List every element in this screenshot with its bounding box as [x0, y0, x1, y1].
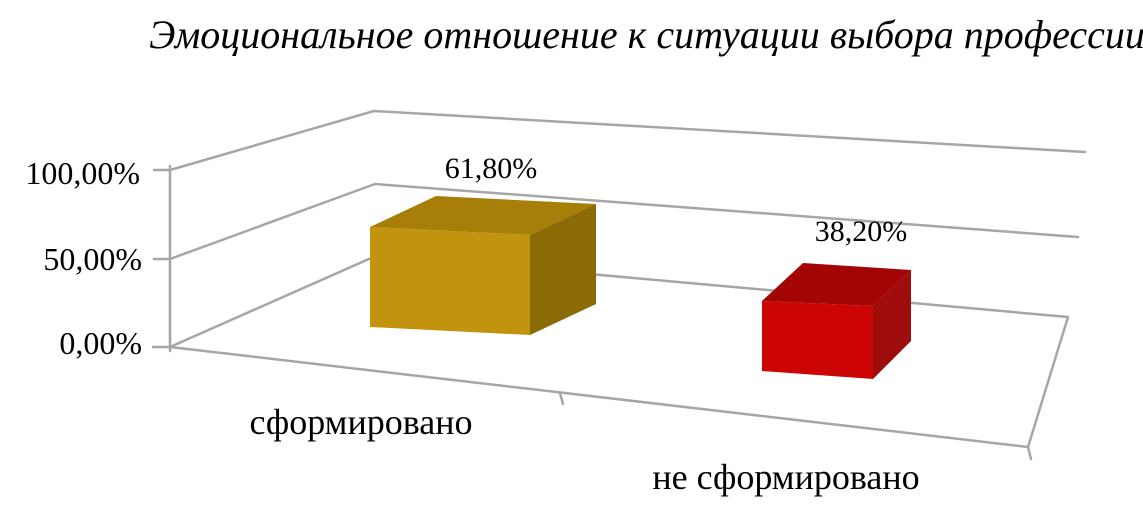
gridline-50-percent: [168, 182, 1080, 261]
bar-formed-front-face: [370, 227, 530, 335]
bar-formed: [370, 196, 596, 335]
chart-floor: [168, 253, 1070, 449]
chart-text: Эмоциональное отношение к ситуации выбор…: [25, 12, 1143, 497]
category-label-not-formed: не сформировано: [652, 457, 919, 497]
bar-formed-top-face: [370, 196, 596, 235]
data-label-formed: 61,80%: [445, 152, 538, 185]
chart-title: Эмоциональное отношение к ситуации выбор…: [149, 12, 1143, 57]
bar-not-formed: [762, 263, 911, 379]
bar-not-formed-front-face: [762, 301, 873, 379]
data-label-not-formed: 38,20%: [815, 215, 908, 248]
bar-not-formed-side-face: [873, 270, 911, 379]
ytick-label-100: 100,00%: [25, 155, 140, 191]
gridline-100-percent: [168, 109, 1087, 172]
bar-formed-side-face: [530, 204, 596, 335]
ytick-label-50: 50,00%: [43, 241, 142, 277]
ytick-label-0: 0,00%: [59, 325, 142, 361]
category-label-formed: сформировано: [249, 402, 472, 442]
category-axis-tick-right: [1026, 445, 1033, 461]
bar-not-formed-top-face: [762, 263, 911, 306]
chart-walls-and-gridlines: [151, 109, 1087, 461]
category-axis-tick-middle: [558, 391, 565, 406]
